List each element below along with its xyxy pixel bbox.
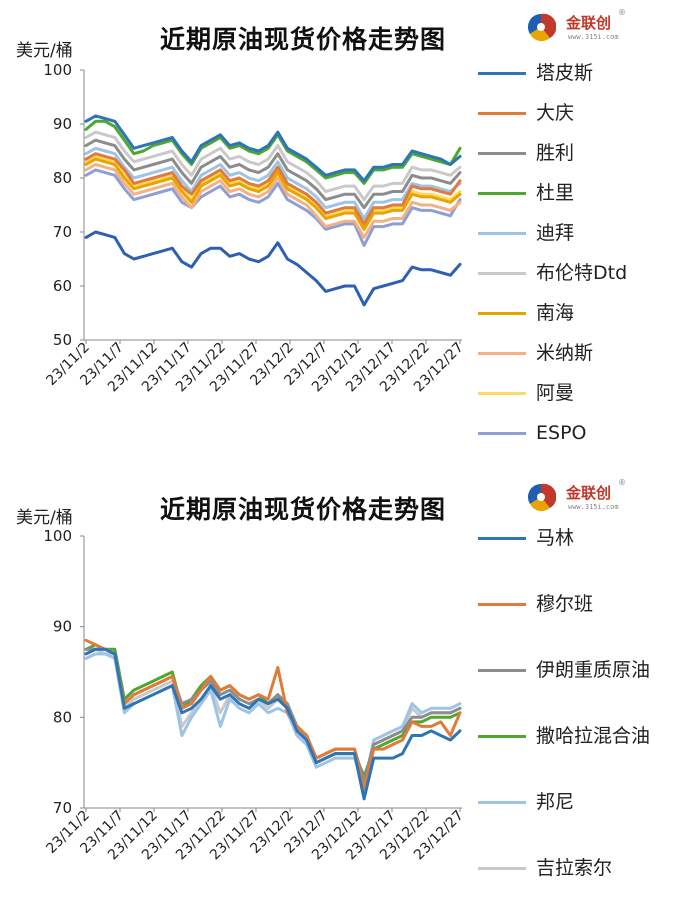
legend-label: 伊朗重质原油: [536, 659, 651, 681]
chart-title: 近期原油现货价格走势图: [160, 25, 447, 54]
y-tick-label: 100: [43, 527, 72, 545]
y-tick-label: 70: [53, 799, 72, 817]
legend-label: 塔皮斯: [536, 62, 594, 84]
series-line-ESPO: [84, 168, 462, 247]
legend-label: 迪拜: [536, 222, 575, 244]
legend-swatch: [478, 232, 526, 235]
legend-label: 阿曼: [536, 382, 575, 404]
legend-swatch: [478, 192, 526, 195]
logo-reg: ®: [618, 478, 626, 487]
series-line-穆尔班: [84, 638, 462, 792]
legend-label: 撒哈拉混合油: [536, 725, 651, 747]
legend-swatch: [478, 352, 526, 355]
logo-site: www.315i.com: [568, 33, 619, 41]
series-line-胜利: [84, 138, 462, 210]
legend-swatch: [478, 735, 526, 738]
logo-mark-icon: [527, 13, 556, 42]
chart-panel-2: 近期原油现货价格走势图 美元/桶 金联创 ® www.315i.com 70 80 9…: [0, 470, 674, 915]
legend-label: 米纳斯: [536, 342, 594, 364]
legend-swatch: [478, 112, 526, 115]
logo-mark-icon: [527, 483, 556, 512]
legend-swatch: [478, 72, 526, 75]
y-tick-label: 90: [53, 115, 72, 133]
legend-swatch: [478, 272, 526, 275]
legend-swatch: [478, 432, 526, 435]
logo-reg: ®: [618, 8, 626, 17]
legend-label: 马林: [536, 527, 575, 549]
logo-site: www.315i.com: [568, 503, 619, 511]
series-line-迪拜: [84, 146, 462, 220]
brand-logo: 金联创 ® www.315i.com: [526, 8, 644, 44]
y-axis-unit: 美元/桶: [16, 508, 73, 528]
legend-label: 南海: [536, 302, 575, 324]
line-chart-2: 70809010023/11/223/11/723/11/1223/11/172…: [43, 527, 466, 863]
legend-swatch: [478, 867, 526, 870]
series-line-塔皮斯: [84, 114, 462, 183]
logo-brand: 金联创: [566, 484, 612, 502]
chart-title: 近期原油现货价格走势图: [160, 495, 447, 524]
series-line-南海: [84, 157, 462, 231]
legend-label: 吉拉索尔: [536, 857, 613, 879]
legend-swatch: [478, 669, 526, 672]
series-line-布伦特Dtd: [84, 130, 462, 202]
y-tick-label: 50: [53, 331, 72, 349]
y-tick-label: 100: [43, 61, 72, 79]
y-tick-label: 80: [53, 708, 72, 726]
legend-swatch: [478, 537, 526, 540]
y-axis-unit: 美元/桶: [16, 41, 73, 61]
y-tick-label: 60: [53, 277, 72, 295]
legend-swatch: [478, 392, 526, 395]
brand-logo: 金联创 ® www.315i.com: [526, 478, 644, 514]
line-chart-1: 506070809010023/11/223/11/723/11/1223/11…: [43, 61, 466, 395]
series-line-大庆: [84, 152, 462, 226]
series-line-unnamed: [84, 230, 462, 307]
series-line-马林: [84, 647, 462, 801]
series-line-阿曼: [84, 154, 462, 229]
y-tick-label: 80: [53, 169, 72, 187]
y-tick-label: 70: [53, 223, 72, 241]
legend-label: 胜利: [536, 142, 575, 164]
legend-swatch: [478, 312, 526, 315]
series-line-邦尼: [84, 652, 462, 787]
y-tick-label: 90: [53, 618, 72, 636]
legend-label: 布伦特Dtd: [536, 262, 628, 284]
series-line-伊朗重质原油: [84, 647, 462, 783]
legend-swatch: [478, 603, 526, 606]
legend-label: 穆尔班: [536, 593, 594, 615]
series-line-米纳斯: [84, 163, 462, 239]
legend-label: 邦尼: [536, 791, 575, 813]
series-line-杜里: [84, 119, 462, 185]
legend-swatch: [478, 801, 526, 804]
legend-label: ESPO: [536, 422, 587, 444]
logo-brand: 金联创: [566, 14, 612, 32]
legend-label: 大庆: [536, 102, 575, 124]
legend-swatch: [478, 152, 526, 155]
legend-label: 杜里: [536, 182, 575, 204]
chart-panel-1: 近期原油现货价格走势图 美元/桶 金联创 ® www.315i.com 50 60 7…: [0, 0, 674, 450]
